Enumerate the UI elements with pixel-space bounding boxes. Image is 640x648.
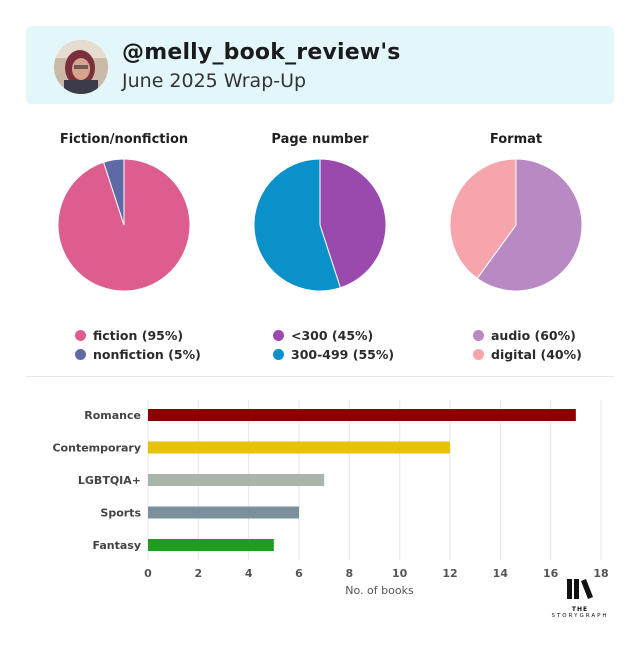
legend-pages: <300 (45%) 300-499 (55%): [273, 326, 394, 364]
legend-format: audio (60%) digital (40%): [473, 326, 582, 364]
legend-dot-digital: [473, 349, 484, 360]
bar[interactable]: [148, 539, 274, 551]
category-label: Romance: [84, 409, 141, 422]
wrapup-header: @melly_book_review's June 2025 Wrap-Up: [26, 26, 614, 104]
x-tick-label: 10: [392, 567, 408, 580]
logo-the-text: THE: [571, 606, 589, 613]
x-tick-label: 16: [543, 567, 559, 580]
pie-slice-1[interactable]: [102, 158, 125, 226]
x-tick-label: 18: [593, 567, 608, 580]
legend-label: nonfiction (5%): [93, 347, 201, 362]
username-title: @melly_book_review's: [122, 40, 401, 65]
x-tick-label: 0: [144, 567, 152, 580]
x-axis-label: No. of books: [345, 584, 414, 597]
pie-title-format: Format: [489, 132, 543, 147]
x-tick-label: 8: [346, 567, 354, 580]
pie-slice-1[interactable]: [253, 158, 342, 292]
category-label: LGBTQIA+: [78, 474, 141, 487]
legend-dot-nonfiction: [75, 349, 86, 360]
x-tick-label: 6: [295, 567, 303, 580]
storygraph-logo-icon: [567, 579, 593, 599]
legend-item: nonfiction (5%): [75, 345, 201, 364]
legend-fiction: fiction (95%) nonfiction (5%): [75, 326, 201, 364]
category-label: Sports: [100, 507, 141, 520]
pie-chart-fiction: [57, 158, 191, 292]
pie-title-fiction: Fiction/nonfiction: [59, 132, 189, 147]
bar[interactable]: [148, 409, 576, 421]
legend-dot-300-499: [273, 349, 284, 360]
legend-item: <300 (45%): [273, 326, 394, 345]
pie-slice-0[interactable]: [476, 158, 583, 292]
legend-item: audio (60%): [473, 326, 582, 345]
logo-storygraph-text: STORYGRAPH: [551, 613, 609, 619]
genre-bar-chart: Romance Contemporary LGBTQIA+ Sports Fantasy…: [52, 400, 609, 597]
x-tick-label: 4: [245, 567, 253, 580]
legend-item: fiction (95%): [75, 326, 201, 345]
legend-label: <300 (45%): [291, 328, 374, 343]
legend-label: 300-499 (55%): [291, 347, 395, 362]
legend-label: audio (60%): [491, 328, 576, 343]
bar[interactable]: [148, 506, 299, 519]
bar[interactable]: [148, 474, 325, 486]
legend-item: 300-499 (55%): [273, 345, 394, 364]
x-tick-label: 2: [195, 567, 203, 580]
legend-dot-audio: [473, 330, 484, 341]
x-tick-label: 12: [442, 567, 457, 580]
pie-chart-pages: [253, 158, 387, 292]
pie-slice-0[interactable]: [319, 158, 387, 289]
legend-dot-fiction: [75, 330, 86, 341]
legend-dot-under300: [273, 330, 284, 341]
x-tick-label: 14: [493, 567, 509, 580]
category-label: Fantasy: [92, 539, 141, 552]
legend-item: digital (40%): [473, 345, 582, 364]
avatar[interactable]: [54, 40, 108, 94]
legend-label: fiction (95%): [93, 328, 184, 343]
storygraph-logo: THE STORYGRAPH: [545, 578, 615, 619]
pie-slice-1[interactable]: [449, 158, 517, 280]
pie-title-pages: Page number: [271, 132, 369, 147]
legend-label: digital (40%): [491, 347, 582, 362]
wrapup-subtitle: June 2025 Wrap-Up: [122, 70, 307, 92]
pie-chart-format: [449, 158, 583, 292]
category-label: Contemporary: [52, 442, 141, 455]
section-divider: [26, 376, 614, 377]
bar[interactable]: [148, 441, 450, 454]
